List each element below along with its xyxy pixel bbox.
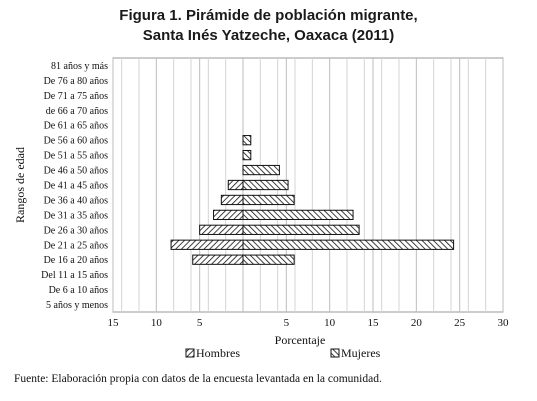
source-note: Fuente: Elaboración propia con datos de … [14,373,382,385]
y-tick-label: 5 años y menos [46,300,108,311]
bar-hombres [220,194,244,206]
plot-frame [112,57,504,313]
y-tick-label: De 76 a 80 años [44,76,109,87]
x-tick-labels: 15 10 5 5 10 15 20 25 30 [108,317,510,329]
y-tick-label: De 61 a 65 años [44,121,109,132]
y-axis-title: Rangos de edad [13,147,27,223]
y-tick-label: De 21 a 25 años [44,240,109,251]
x-tick-label: 20 [411,317,423,329]
bar-hombres [213,209,244,221]
y-tick-label: De 6 a 10 años [49,285,109,296]
x-tick-label: 5 [284,317,290,329]
legend-swatch-mujeres [330,348,340,358]
bar-mujeres [242,239,455,250]
y-tick-label: De 56 a 60 años [44,136,109,147]
y-tick-label: De 41 a 45 años [44,181,109,192]
bar-mujeres [242,149,252,161]
y-tick-label: 81 años y más [51,61,108,72]
y-tick-label: De 36 a 40 años [44,195,109,206]
y-tick-label: De 71 a 75 años [44,91,109,102]
bar-mujeres [242,194,295,206]
bar-mujeres [242,224,360,235]
x-tick-label: 15 [108,317,120,329]
chart-title-line-1: Figura 1. Pirámide de población migrante… [119,7,418,24]
grid-lines [112,58,504,312]
chart-title-line-2: Santa Inés Yatzeche, Oaxaca (2011) [142,27,395,44]
bar-mujeres [242,135,252,146]
y-tick-labels: 81 años y más De 76 a 80 años De 71 a 75 a… [41,61,108,311]
y-tick-label: Del 11 a 15 años [41,270,108,281]
bar-mujeres [242,179,289,191]
bar-hombres [227,179,244,191]
y-tick-label: De 46 a 50 años [44,166,109,177]
x-tick-label: 15 [368,317,380,329]
bar-hombres [170,239,244,250]
bar-mujeres [242,164,280,176]
y-tick-label: De 26 a 30 años [44,225,109,236]
x-tick-label: 25 [454,317,466,329]
legend-swatch-hombres [185,348,195,358]
x-axis-title: Porcentaje [275,333,326,347]
bar-mujeres [242,209,354,221]
bar-mujeres [242,254,295,265]
legend-label-mujeres: Mujeres [341,346,381,360]
y-tick-label: De 16 a 20 años [44,255,109,266]
x-tick-label: 5 [197,317,203,329]
y-tick-label: De 31 a 35 años [44,210,109,221]
x-tick-label: 30 [498,317,510,329]
bars [170,135,455,265]
y-tick-label: de 66 a 70 años [46,106,108,117]
bar-hombres [199,224,244,235]
legend-label-hombres: Hombres [196,346,240,360]
x-tick-label: 10 [324,317,336,329]
bar-hombres [192,254,244,265]
x-tick-label: 10 [151,317,163,329]
y-tick-label: De 51 a 55 años [44,151,109,162]
plot-border [112,57,504,313]
legend: Hombres Mujeres [185,346,381,360]
